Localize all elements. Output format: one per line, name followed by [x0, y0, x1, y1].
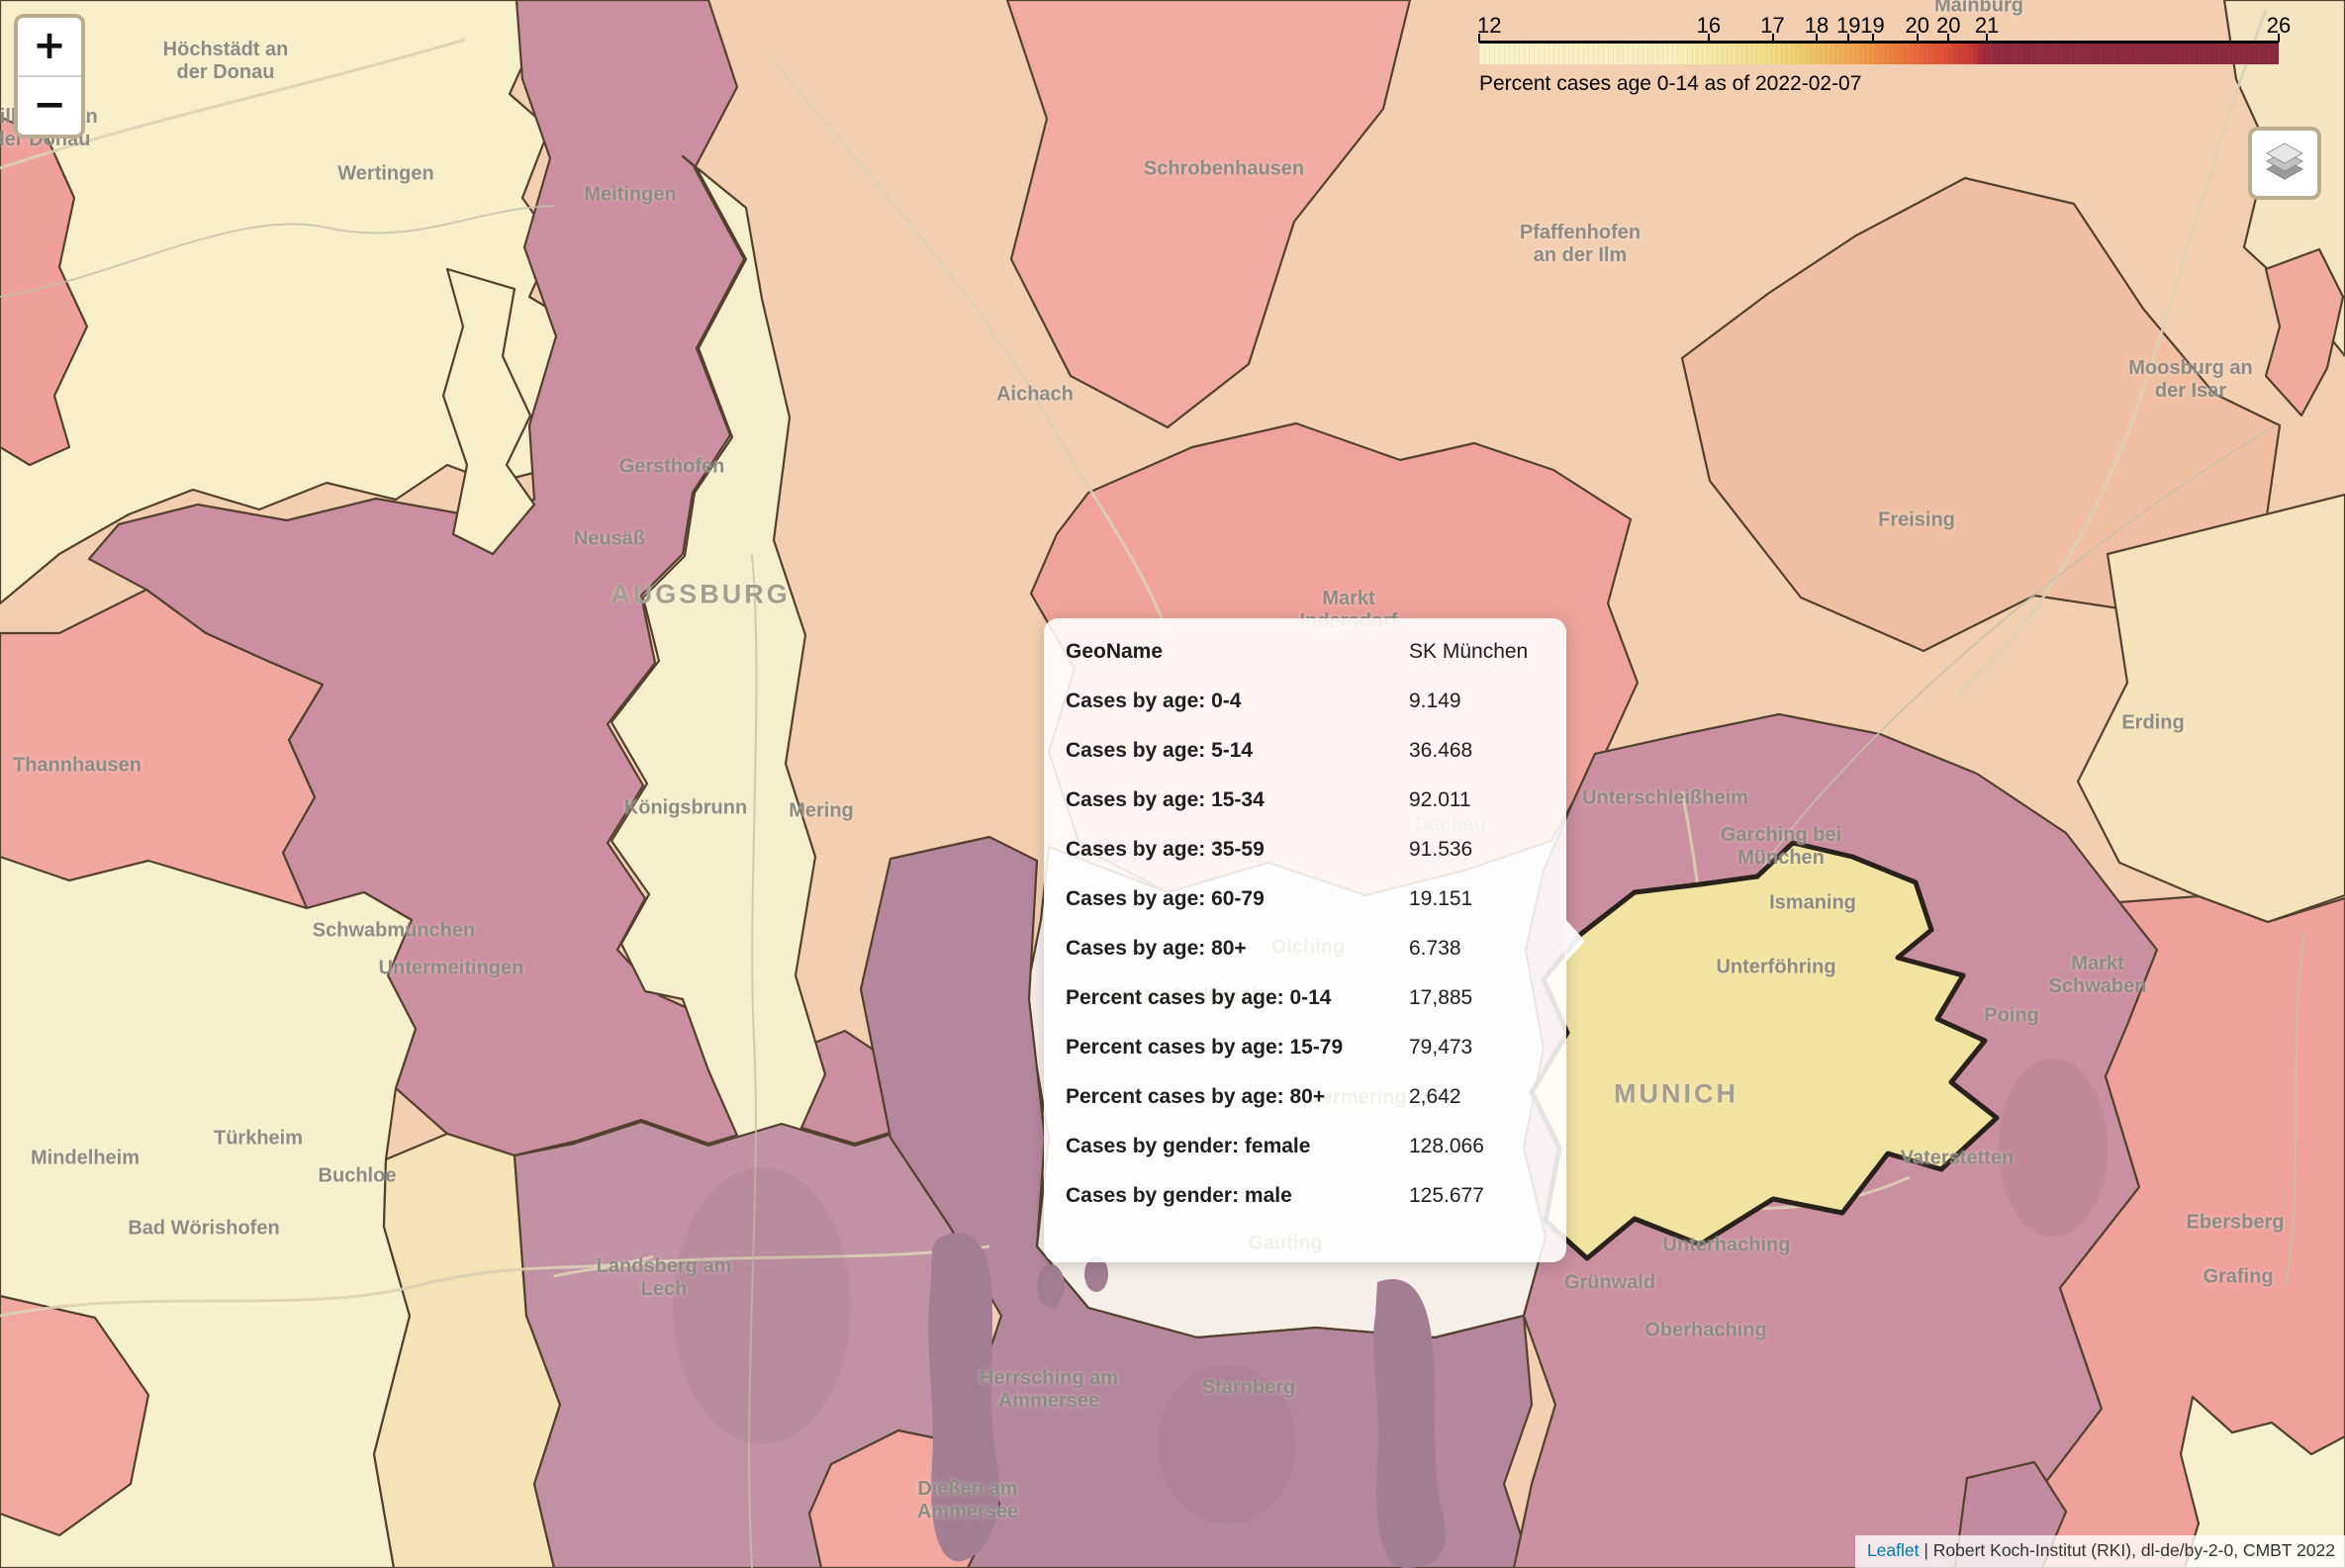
legend-tick-label: 18 — [1804, 13, 1829, 38]
zoom-in-button[interactable]: + — [18, 18, 81, 75]
popup-row-value: 91.536 — [1409, 838, 1473, 861]
legend-tick-mark — [1916, 34, 1919, 43]
district — [1005, 0, 1412, 429]
legend-colorbar — [1479, 44, 2279, 64]
popup-row: GeoName SK München — [1044, 627, 1566, 677]
legend-tick-label: 20 — [1905, 13, 1930, 38]
popup-row-label: Cases by age: 5-14 — [1066, 739, 1254, 762]
zoom-out-button[interactable]: − — [18, 75, 81, 135]
popup-row: Cases by gender: female 128.066 — [1044, 1122, 1566, 1171]
legend-tick-mark — [1771, 34, 1774, 43]
lake-starnberger-see — [1373, 1279, 1446, 1568]
district — [441, 267, 536, 556]
district — [2076, 493, 2345, 924]
popup-row-label: Cases by age: 15-34 — [1066, 788, 1265, 811]
layers-icon — [2262, 138, 2307, 189]
popup-row: Cases by gender: male 125.677 — [1044, 1171, 1566, 1221]
choropleth-legend: 12 16 17 18 19 19 20 20 21 26 Percent cases age 0… — [1477, 8, 2291, 96]
legend-tick-label: 16 — [1696, 13, 1722, 38]
district-info-popup: GeoName SK München Cases by age: 0-4 9.149 C… — [1044, 618, 1585, 1262]
district — [2264, 247, 2345, 417]
popup-row: Percent cases by age: 15-79 79,473 — [1044, 1023, 1566, 1072]
popup-row-value: 2,642 — [1409, 1085, 1461, 1108]
popup-row-value: 6.738 — [1409, 937, 1461, 960]
popup-row-value: 128.066 — [1409, 1135, 1484, 1157]
popup-row-label: Cases by age: 35-59 — [1066, 838, 1265, 861]
zoom-control: + − — [14, 14, 85, 138]
popup-row-value: 9.149 — [1409, 690, 1461, 712]
legend-tick-mark — [1871, 34, 1874, 43]
leaflet-link[interactable]: Leaflet — [1866, 1540, 1920, 1560]
lake-ammersee — [928, 1233, 1000, 1562]
popup-row-value: 125.677 — [1409, 1184, 1484, 1207]
popup-row-label: Percent cases by age: 15-79 — [1066, 1036, 1344, 1059]
popup-row-label: Percent cases by age: 80+ — [1066, 1085, 1326, 1108]
terrain-layer — [673, 1059, 2108, 1523]
legend-tick-mark — [2278, 34, 2280, 43]
attribution-separator: | — [1919, 1540, 1933, 1560]
popup-row: Cases by age: 0-4 9.149 — [1044, 677, 1566, 726]
popup-row-label: GeoName — [1066, 640, 1164, 663]
district — [1680, 176, 2282, 653]
legend-tick-mark — [1986, 34, 1989, 43]
legend-tick-mark — [1947, 34, 1950, 43]
legend-tick-label: 12 — [1477, 13, 1502, 38]
popup-row-value: 17,885 — [1409, 986, 1473, 1009]
legend-tick-mark — [1707, 34, 1710, 43]
popup-row-label: Cases by age: 80+ — [1066, 937, 1247, 960]
popup-row-value: 92.011 — [1409, 788, 1471, 811]
legend-tick-label: 20 — [1936, 13, 1961, 38]
popup-row: Cases by age: 60-79 19.151 — [1044, 875, 1566, 924]
popup-arrow — [1565, 918, 1585, 963]
popup-row-label: Percent cases by age: 0-14 — [1066, 986, 1332, 1009]
district — [610, 154, 827, 1165]
popup-row: Cases by age: 5-14 36.468 — [1044, 726, 1566, 776]
popup-row-label: Cases by age: 0-4 — [1066, 690, 1242, 712]
district — [2018, 894, 2345, 1568]
popup-row-value: 79,473 — [1409, 1036, 1473, 1059]
attribution-credit: Robert Koch-Institut (RKI), dl-de/by-2-0… — [1932, 1540, 2335, 1560]
legend-tick-mark — [1815, 34, 1818, 43]
popup-row: Cases by age: 35-59 91.536 — [1044, 825, 1566, 875]
popup-row-value: 36.468 — [1409, 739, 1473, 762]
legend-tick-label: 19 — [1860, 13, 1885, 38]
popup-row-label: Cases by gender: female — [1066, 1135, 1311, 1157]
popup-row: Cases by age: 80+ 6.738 — [1044, 924, 1566, 973]
attribution-bar: Leaflet | Robert Koch-Institut (RKI), dl… — [1854, 1535, 2345, 1568]
legend-tick-mark — [1478, 34, 1480, 43]
popup-row-label: Cases by gender: male — [1066, 1184, 1292, 1207]
legend-tick-label: 21 — [1974, 13, 2000, 38]
legend-tick-label: 17 — [1760, 13, 1785, 38]
popup-row-label: Cases by age: 60-79 — [1066, 887, 1265, 910]
layers-control-button[interactable] — [2248, 127, 2321, 200]
popup-row-value: 19.151 — [1409, 887, 1473, 910]
legend-axis-line — [1479, 41, 2279, 44]
district — [0, 1294, 150, 1537]
district — [0, 115, 89, 467]
lake-layer — [928, 1233, 1446, 1568]
district — [87, 0, 1045, 1157]
popup-row: Percent cases by age: 0-14 17,885 — [1044, 973, 1566, 1023]
legend-tick-label: 26 — [2266, 13, 2292, 38]
district — [2179, 1395, 2345, 1568]
legend-tick-mark — [1847, 34, 1850, 43]
legend-tick-label: 19 — [1836, 13, 1861, 38]
popup-table: GeoName SK München Cases by age: 0-4 9.149 C… — [1044, 627, 1566, 1221]
popup-row: Percent cases by age: 80+ 2,642 — [1044, 1072, 1566, 1122]
legend-axis: 12 16 17 18 19 19 20 20 21 26 — [1477, 8, 2291, 43]
popup-row-value: SK München — [1409, 640, 1529, 663]
legend-title: Percent cases age 0-14 as of 2022-02-07 — [1479, 72, 1862, 95]
popup-row: Cases by age: 15-34 92.011 — [1044, 776, 1566, 825]
